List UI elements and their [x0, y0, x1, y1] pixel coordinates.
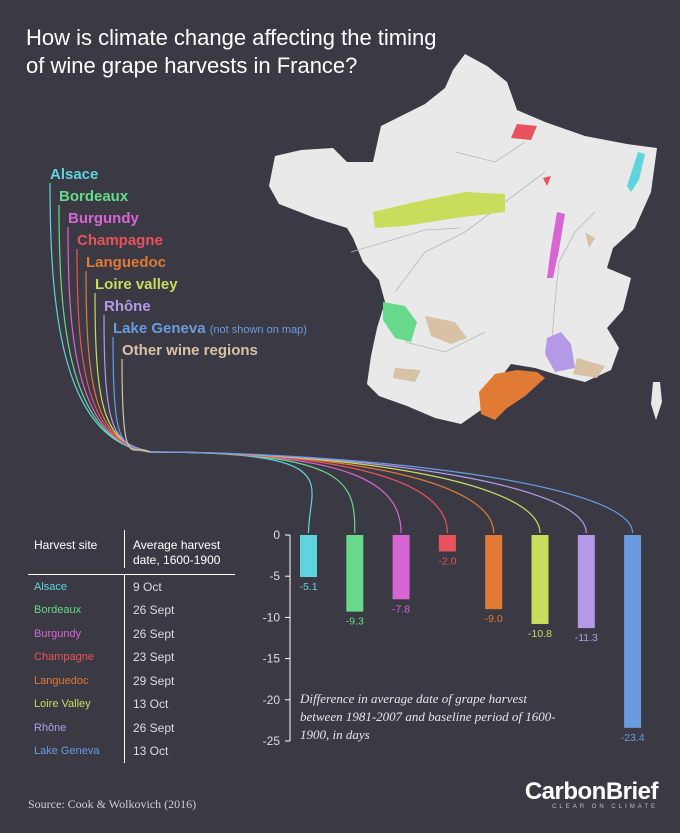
brand-tagline: CLEAR ON CLIMATE [552, 804, 658, 810]
table-body: Alsace 9 Oct Bordeaux 26 Sept Burgundy 26 Sep… [28, 575, 235, 763]
bar-value-label: -9.0 [485, 613, 503, 625]
brand-name: CarbonBrief [524, 778, 659, 805]
legend-label: Lake Geneva [113, 320, 206, 337]
row-date: 23 Sept [124, 645, 235, 669]
legend-bordeaux: Bordeaux [59, 188, 128, 205]
legend-champagne: Champagne [77, 232, 163, 249]
y-tick-label: -5 [269, 569, 280, 583]
rivers [350, 141, 596, 353]
header-line-2: date, 1600-1900 [133, 553, 221, 567]
other-regions [393, 232, 605, 382]
burgundy-region [547, 212, 565, 278]
bar-value-label: -5.1 [299, 581, 317, 593]
y-tick-label: -15 [263, 652, 281, 666]
legend-label: Other wine regions [122, 342, 258, 359]
bar-rh-ne [577, 535, 595, 629]
bar-champagne [438, 535, 456, 552]
legend-label: Loire valley [95, 276, 178, 293]
bar-alsace [300, 535, 317, 578]
legend-other: Other wine regions [122, 342, 258, 359]
table-row: Lake Geneva 13 Oct [28, 739, 235, 763]
row-date: 26 Sept [124, 598, 235, 622]
legend-label: Burgundy [68, 210, 139, 227]
bar-value-label: -9.3 [346, 616, 364, 628]
table-row: Loire Valley 13 Oct [28, 692, 235, 716]
row-site: Languedoc [34, 674, 89, 687]
legend-curve [112, 336, 151, 453]
alsace-region [627, 152, 645, 192]
legend-label: Champagne [77, 232, 163, 249]
france-land [269, 54, 657, 424]
row-site: Rhône [34, 721, 67, 734]
row-site: Champagne [34, 651, 94, 664]
bar-languedoc [485, 535, 503, 610]
table-row: Champagne 23 Sept [28, 645, 235, 669]
chart-note: Difference in average date of grape harv… [300, 691, 556, 742]
row-date: 13 Oct [124, 692, 235, 716]
harvest-table: Harvest site Average harvest date, 1600-… [28, 530, 235, 763]
wine-region-patches [373, 124, 645, 420]
bar-value-label: -7.8 [392, 603, 410, 615]
bar-value-label: -11.3 [575, 632, 598, 644]
bar-bordeaux [346, 535, 364, 612]
table-row: Rhône 26 Sept [28, 716, 235, 740]
source-credit: Source: Cook & Wolkovich (2016) [28, 797, 197, 811]
bar-lake-geneva [624, 535, 642, 728]
row-site: Bordeaux [34, 604, 82, 617]
header-line-1: Average harvest [133, 538, 221, 552]
bar-value-label: -10.8 [528, 628, 552, 640]
row-date: 26 Sept [124, 716, 235, 740]
legend-loire: Loire valley [95, 276, 178, 293]
brand-logo: CarbonBrief CLEAR ON CLIMATE [524, 778, 659, 810]
bordeaux-region [383, 302, 417, 342]
legend-label: Rhône [104, 298, 151, 315]
y-tick-label: -10 [263, 610, 281, 624]
legend-note: (not shown on map) [209, 324, 307, 336]
legend-languedoc: Languedoc [86, 254, 166, 271]
y-tick-label: 0 [273, 528, 280, 542]
table-row: Burgundy 26 Sept [28, 622, 235, 646]
legend-label: Bordeaux [59, 188, 129, 205]
row-site: Alsace [34, 580, 68, 593]
loire-region [373, 192, 505, 228]
bar-loire-valley [531, 535, 549, 624]
legend-rhone: Rhône [104, 298, 151, 315]
y-tick-label: -25 [263, 734, 281, 748]
y-tick-label: -20 [263, 693, 281, 707]
header-harvest-site: Harvest site [34, 538, 98, 552]
row-date: 26 Sept [124, 622, 235, 646]
legend-alsace: Alsace [50, 166, 98, 183]
legend-label: Languedoc [86, 254, 167, 271]
table-header: Harvest site Average harvest date, 1600-… [28, 530, 235, 575]
legend-curve [121, 358, 151, 453]
row-site: Loire Valley [34, 698, 91, 711]
table-row: Alsace 9 Oct [28, 575, 235, 599]
bar-value-label: -23.4 [621, 732, 645, 744]
row-date: 29 Sept [124, 669, 235, 693]
table-row: Bordeaux 26 Sept [28, 598, 235, 622]
bar-value-label: -2.0 [438, 555, 456, 567]
chart-title: How is climate change affecting the timi… [26, 25, 437, 78]
rhone-region [545, 332, 575, 372]
table-row: Languedoc 29 Sept [28, 669, 235, 693]
corsica [651, 382, 662, 420]
bar-burgundy [392, 535, 410, 600]
champagne-region [511, 124, 551, 186]
row-date: 9 Oct [124, 575, 235, 599]
header-average-date: Average harvest date, 1600-1900 [124, 530, 235, 568]
legend-burgundy: Burgundy [68, 210, 139, 227]
languedoc-region [479, 370, 545, 420]
legend-lake-geneva: Lake Geneva (not shown on map) [113, 320, 307, 337]
legend-label: Alsace [50, 166, 99, 183]
row-site: Burgundy [34, 627, 82, 640]
row-date: 13 Oct [124, 739, 235, 763]
row-site: Lake Geneva [34, 745, 100, 758]
connector-curve [149, 451, 634, 534]
france-map [269, 54, 662, 424]
